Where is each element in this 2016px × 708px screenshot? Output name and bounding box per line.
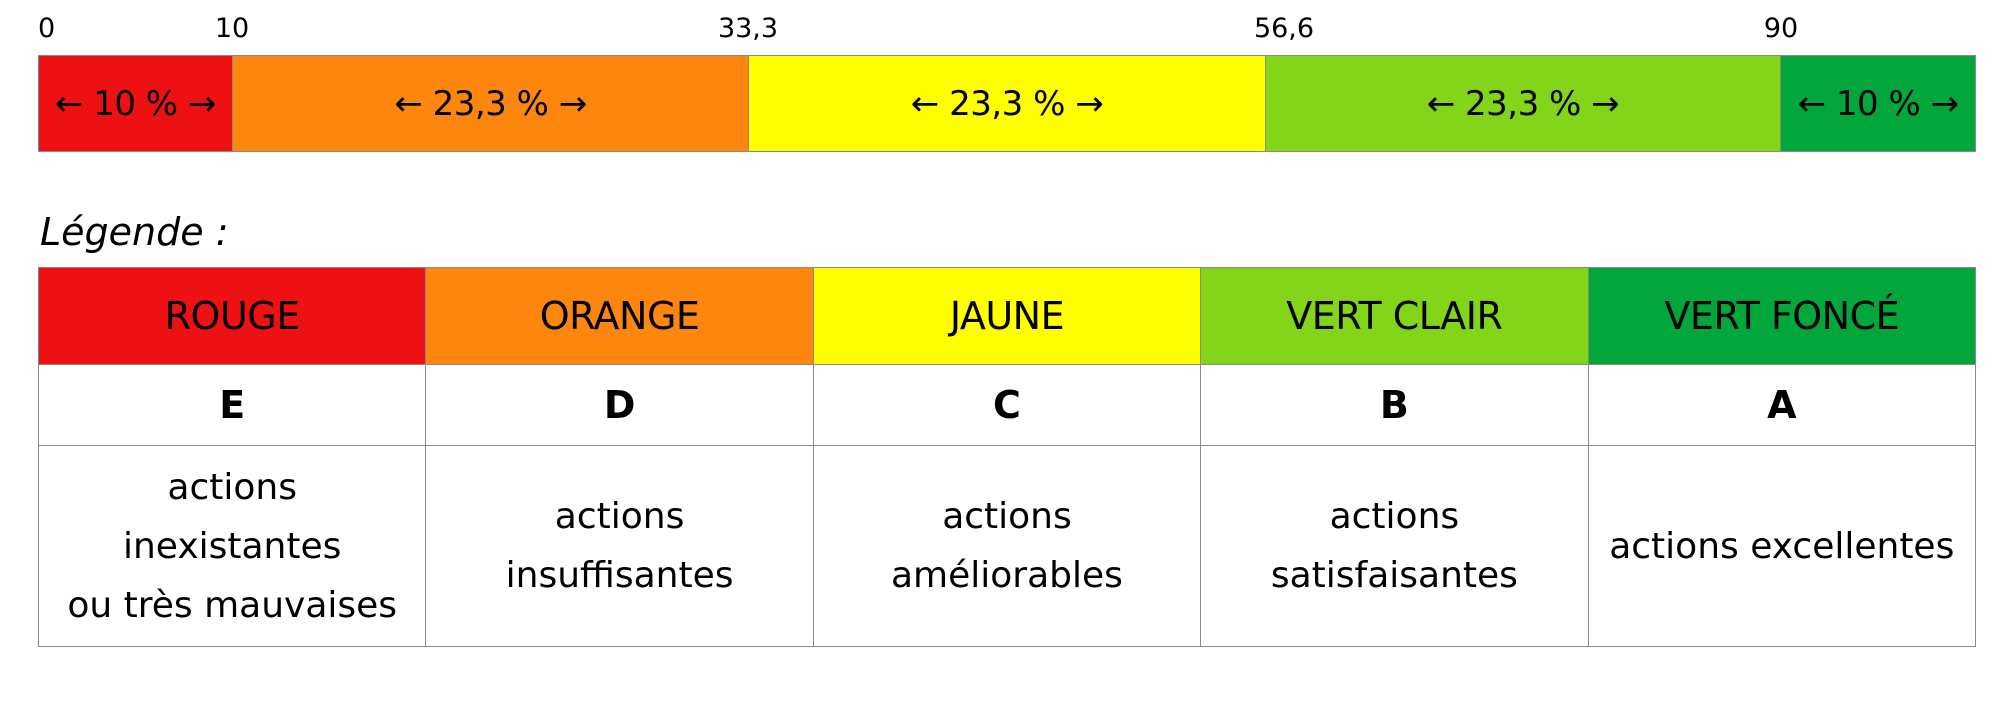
description-line: insuffisantes (505, 555, 734, 596)
description-line: actions (1329, 496, 1460, 537)
legend-grade-row: E D C B A (37, 364, 1977, 446)
scale-tick-10: 10 (214, 13, 250, 44)
legend-description-c: actions améliorables (812, 445, 1202, 647)
description-line: actions excellentes (1609, 525, 1955, 567)
description-line: ou très mauvaises (67, 584, 398, 626)
scale-bar: ← 10 % → ← 23,3 % → ← 23,3 % → ← 23,3 % … (38, 55, 1976, 152)
description-line: actions (167, 466, 297, 508)
scale-segment-orange: ← 23,3 % → (232, 56, 750, 151)
scale-tick-90: 90 (1763, 13, 1799, 44)
legend-color-light-green: VERT CLAIR (1200, 267, 1589, 365)
scale-segment-yellow: ← 23,3 % → (749, 56, 1266, 151)
description-line: actions (554, 496, 685, 537)
legend-table: ROUGE ORANGE JAUNE VERT CLAIR VERT FONCÉ… (37, 267, 1977, 647)
legend-grade-c: C (812, 364, 1202, 446)
legend-grade-a: A (1587, 364, 1977, 446)
scale-tick-33-3: 33,3 (717, 13, 779, 44)
legend-title: Légende : (40, 210, 229, 254)
legend-color-yellow: JAUNE (812, 267, 1202, 365)
legend-description-a: actions excellentes (1587, 445, 1977, 647)
legend-color-row: ROUGE ORANGE JAUNE VERT CLAIR VERT FONCÉ (37, 267, 1977, 365)
description-line: inexistantes (122, 525, 342, 567)
scale-segment-red: ← 10 % → (39, 56, 233, 151)
legend-description-d: actions insuffisantes (425, 445, 814, 647)
legend-grade-b: B (1200, 364, 1589, 446)
description-line: satisfaisantes (1270, 555, 1518, 596)
legend-grade-e: E (37, 364, 427, 446)
legend-color-orange: ORANGE (425, 267, 814, 365)
scale-tick-56-6: 56,6 (1253, 13, 1315, 44)
legend-color-dark-green: VERT FONCÉ (1587, 267, 1977, 365)
scale-tick-0: 0 (38, 13, 56, 44)
description-line: actions (942, 496, 1072, 537)
legend-description-row: actions inexistantes ou très mauvaises a… (37, 445, 1977, 647)
description-line: améliorables (891, 555, 1123, 596)
legend-description-e: actions inexistantes ou très mauvaises (37, 445, 427, 647)
scale-segment-light-green: ← 23,3 % → (1265, 56, 1782, 151)
legend-description-b: actions satisfaisantes (1200, 445, 1589, 647)
legend-grade-d: D (425, 364, 814, 446)
scale-segment-dark-green: ← 10 % → (1781, 56, 1975, 151)
legend-color-red: ROUGE (37, 267, 427, 365)
